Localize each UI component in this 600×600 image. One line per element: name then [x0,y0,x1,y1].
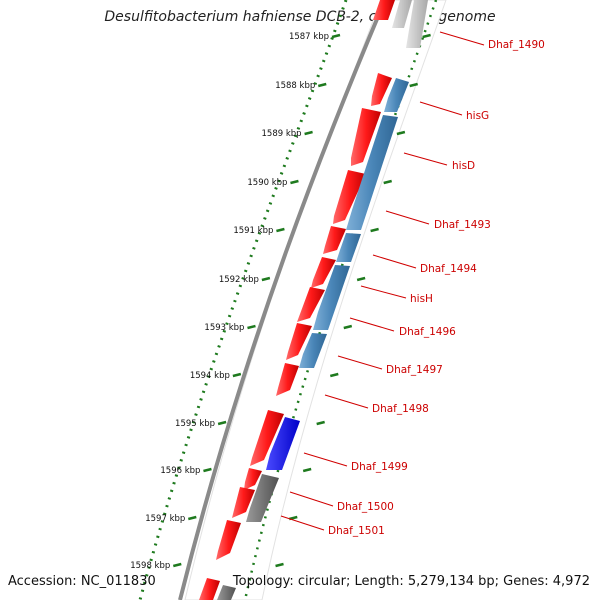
gene-reverse-highlight [266,417,300,470]
gene-other [246,474,279,522]
scale-tick-inner [343,324,353,330]
genome-backbone [178,0,387,600]
scale-tick-outer [290,179,299,185]
gene-label-leader [439,31,485,46]
gene-label-leader [324,394,369,409]
gene-forward [276,363,299,396]
outer-scale-track [138,0,348,600]
gene-forward [286,323,312,360]
gene-label: Dhaf_1501 [328,525,385,537]
gene-reverse-light [392,0,412,28]
scale-tick-outer [172,562,182,568]
gene-reverse [346,115,398,230]
gene-other [217,585,236,600]
gene-reverse [299,333,327,368]
scale-tick-outer [261,276,271,282]
scale-tick-label: 1591 kbp [233,226,273,236]
gene-label-leader [372,254,417,269]
gene-label-leader [289,491,334,507]
scale-tick-outer [187,515,197,521]
gene-label-leader [280,515,325,531]
scale-tick-outer [203,467,212,473]
gene-label-leader [403,152,448,166]
gene-forward [373,0,395,20]
gene-forward [311,257,336,288]
gene-forward [323,226,346,254]
gene-forward [351,108,381,166]
gene-reverse [313,265,350,330]
scale-tick-label: 1593 kbp [204,323,244,333]
scale-tick-label: 1598 kbp [130,561,170,571]
scale-tick-outer [276,227,285,233]
gene-label: Dhaf_1499 [351,461,408,473]
gene-label: Dhaf_1500 [337,501,394,513]
scale-tick-inner [275,562,284,568]
gene-reverse [384,78,409,112]
scale-tick-inner [422,33,431,39]
scale-tick-outer [232,372,242,378]
scale-tick-inner [409,82,418,88]
gene-label-leader [360,285,407,299]
gene-label: Dhaf_1497 [386,364,443,376]
gene-label-leaders [280,31,485,531]
scale-tick-inner [383,179,392,185]
scale-tick-label: 1589 kbp [262,129,302,139]
scale-tick-label: 1596 kbp [160,466,200,476]
gene-forward [297,287,325,322]
scale-tick-outer [317,82,327,88]
scale-tick-label: 1594 kbp [190,371,230,381]
scale-tick-outer [331,33,341,39]
scale-tick-outer [304,130,313,136]
scale-tick-label: 1587 kbp [289,32,329,42]
scale-tick-outer [247,324,256,330]
scale-tick-inner [356,276,366,282]
gene-label: Dhaf_1494 [420,263,477,275]
gene-label: Dhaf_1498 [372,403,429,415]
forward-strand-genes [199,0,395,600]
scale-tick-label: 1597 kbp [145,514,185,524]
gene-label: Dhaf_1490 [488,39,545,51]
scale-tick-inner [316,420,325,426]
gene-forward [371,73,392,106]
scale-tick-inner [329,372,339,378]
gene-reverse-light [406,0,428,48]
gene-forward [244,468,262,490]
scale-tick-inner [370,227,379,233]
scale-tick-inner [302,467,312,473]
gene-label-leader [349,317,395,332]
scale-tick-label: 1595 kbp [175,419,215,429]
scale-tick-label: 1590 kbp [247,178,287,188]
gene-forward [232,487,255,518]
topology-label: Topology: circular; Length: 5,279,134 bp… [232,574,590,589]
gene-label: Dhaf_1493 [434,219,491,231]
gene-label: Dhaf_1496 [399,326,456,338]
gene-label-leader [303,452,348,467]
gene-labels: Dhaf_1490 hisG hisD Dhaf_1493 Dhaf_1494 hisH D… [328,39,545,537]
gene-label: hisH [410,293,433,305]
gene-label-leader [419,101,463,116]
gene-label-leader [337,355,383,370]
scale-tick-outer [217,420,227,426]
gene-forward [333,170,366,224]
gene-forward [216,520,241,560]
gene-label: hisG [466,110,489,122]
scale-tick-inner [396,130,406,136]
gene-forward [199,578,220,600]
scale-tick-label: 1588 kbp [275,81,315,91]
scale-tick-label: 1592 kbp [219,275,259,285]
accession-label: Accession: NC_011830 [8,574,156,589]
gene-reverse [336,233,361,262]
gene-label: hisD [452,160,475,172]
gene-label-leader [385,210,430,225]
reverse-strand-genes [217,0,428,600]
scale-tick-marks [172,33,431,568]
scale-tick-labels: 1587 kbp 1588 kbp 1589 kbp 1590 kbp 1591 kbp… [130,32,329,571]
gene-forward [250,410,284,466]
